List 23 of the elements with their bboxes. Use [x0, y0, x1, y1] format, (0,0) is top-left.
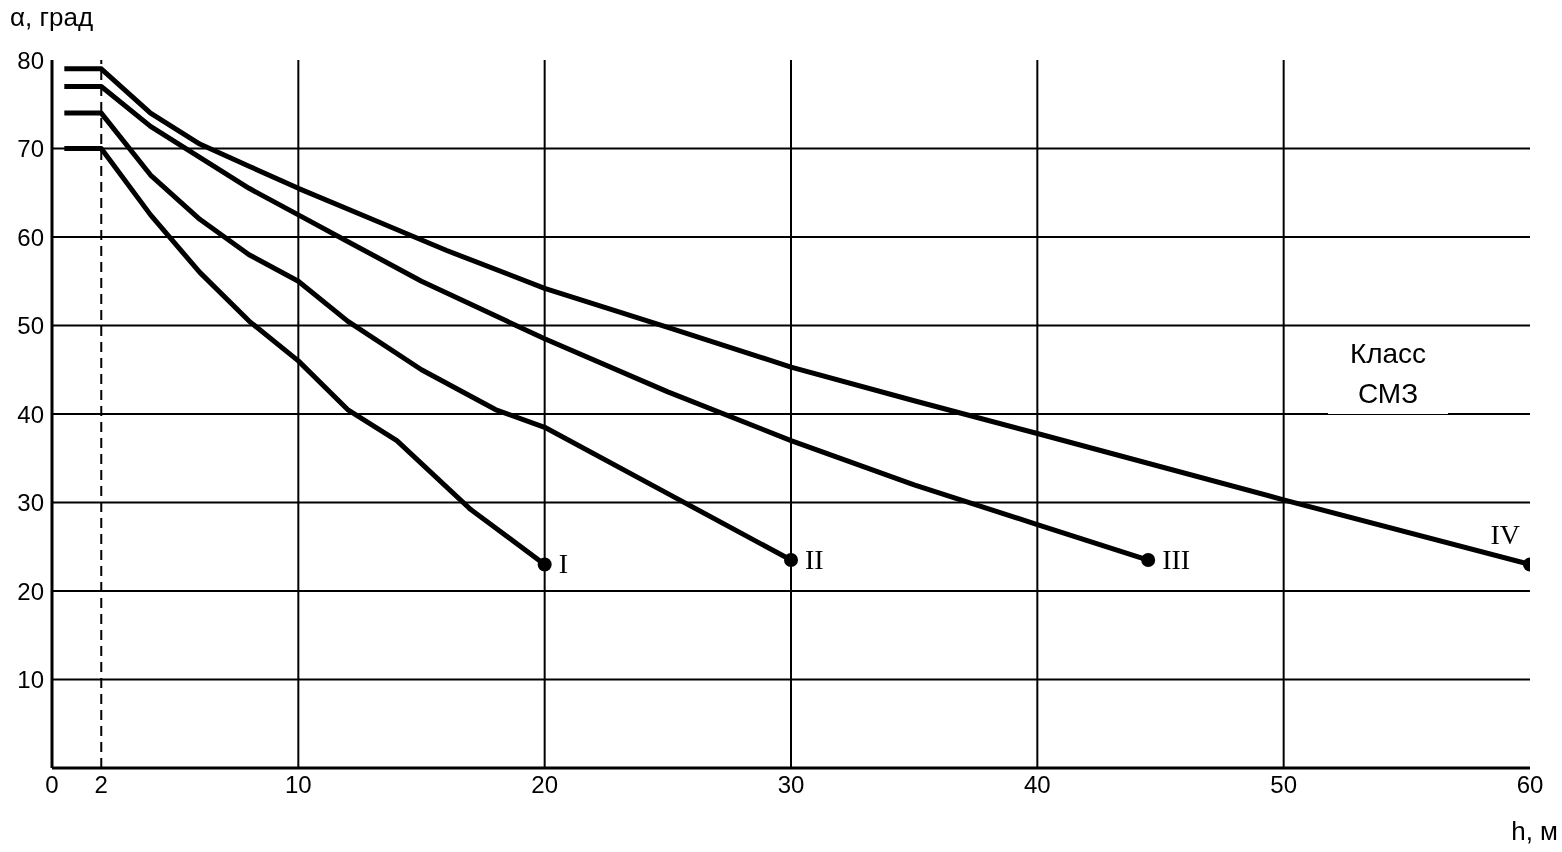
x-tick-label: 40: [1023, 771, 1051, 799]
x-tick-label: 20: [531, 771, 559, 799]
y-tick-label: 50: [17, 312, 44, 340]
series-label: III: [1162, 544, 1191, 576]
y-tick-label: 30: [17, 489, 44, 517]
series-label: I: [558, 548, 568, 580]
y-tick-label: 80: [17, 46, 44, 74]
y-tick-label: 40: [17, 400, 44, 428]
series-label: IV: [1490, 519, 1520, 551]
y-tick-label: 70: [17, 135, 44, 163]
x-tick-label: 30: [777, 771, 805, 799]
x-tick-label: 10: [284, 771, 312, 799]
y-tick-label: 60: [17, 223, 44, 251]
y-axis-title: α, град: [10, 2, 94, 33]
x-tick-label: 0: [45, 771, 59, 799]
x-tick-label: 60: [1516, 771, 1544, 799]
series-label: II: [805, 544, 824, 576]
x-tick-label: 2: [94, 771, 108, 799]
legend-title: Класс СМЗ: [1328, 334, 1448, 414]
y-tick-label: 10: [17, 666, 44, 694]
x-tick-label: 50: [1270, 771, 1298, 799]
y-tick-label: 20: [17, 577, 44, 605]
x-axis-title: h, м: [1511, 816, 1558, 847]
